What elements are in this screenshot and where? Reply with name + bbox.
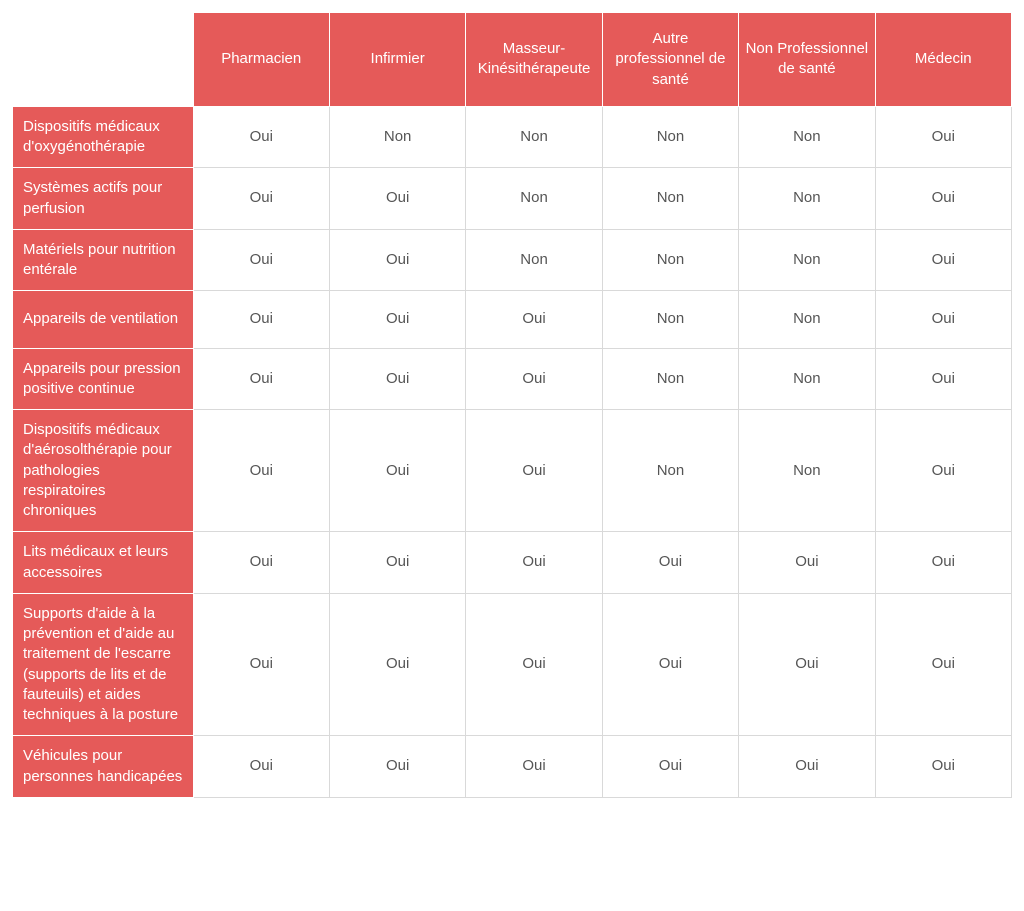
cell-3-1: Oui [329,291,465,348]
cell-2-2: Non [466,229,602,291]
row-head-4: Appareils pour pression positive continu… [13,348,194,410]
cell-1-1: Oui [329,168,465,230]
col-head-0: Pharmacien [193,13,329,107]
row-head-2: Matériels pour nutrition entérale [13,229,194,291]
cell-8-1: Oui [329,736,465,798]
row-head-0: Dispositifs médicaux d'oxygénothérapie [13,106,194,168]
cell-4-0: Oui [193,348,329,410]
cell-0-2: Non [466,106,602,168]
cell-5-5: Oui [875,410,1011,532]
cell-0-3: Non [602,106,738,168]
cell-8-5: Oui [875,736,1011,798]
cell-4-4: Non [739,348,875,410]
cell-4-2: Oui [466,348,602,410]
row-head-8: Véhicules pour personnes handicapées [13,736,194,798]
cell-7-4: Oui [739,593,875,736]
cell-2-3: Non [602,229,738,291]
cell-8-0: Oui [193,736,329,798]
row-head-3: Appareils de ventilation [13,291,194,348]
authorization-table: Pharmacien Infirmier Masseur-Kinésithéra… [12,12,1012,798]
cell-6-2: Oui [466,532,602,594]
cell-1-0: Oui [193,168,329,230]
cell-5-2: Oui [466,410,602,532]
cell-6-3: Oui [602,532,738,594]
cell-1-4: Non [739,168,875,230]
col-head-3: Autre professionnel de santé [602,13,738,107]
cell-3-4: Non [739,291,875,348]
cell-3-5: Oui [875,291,1011,348]
cell-5-4: Non [739,410,875,532]
cell-1-3: Non [602,168,738,230]
cell-5-0: Oui [193,410,329,532]
cell-6-0: Oui [193,532,329,594]
row-head-7: Supports d'aide à la prévention et d'aid… [13,593,194,736]
cell-6-5: Oui [875,532,1011,594]
table-row: Dispositifs médicaux d'oxygénothérapie O… [13,106,1012,168]
table-row: Appareils pour pression positive continu… [13,348,1012,410]
cell-3-0: Oui [193,291,329,348]
cell-1-5: Oui [875,168,1011,230]
col-head-1: Infirmier [329,13,465,107]
cell-0-1: Non [329,106,465,168]
cell-7-0: Oui [193,593,329,736]
cell-4-1: Oui [329,348,465,410]
table-row: Lits médicaux et leurs accessoires Oui O… [13,532,1012,594]
col-head-5: Médecin [875,13,1011,107]
col-head-2: Masseur-Kinésithérapeute [466,13,602,107]
cell-1-2: Non [466,168,602,230]
table-row: Dispositifs médicaux d'aérosolthérapie p… [13,410,1012,532]
table-row: Supports d'aide à la prévention et d'aid… [13,593,1012,736]
cell-8-3: Oui [602,736,738,798]
cell-5-1: Oui [329,410,465,532]
cell-4-5: Oui [875,348,1011,410]
cell-0-4: Non [739,106,875,168]
corner-cell [13,13,194,107]
cell-6-1: Oui [329,532,465,594]
cell-2-0: Oui [193,229,329,291]
cell-0-0: Oui [193,106,329,168]
table-row: Matériels pour nutrition entérale Oui Ou… [13,229,1012,291]
table-row: Systèmes actifs pour perfusion Oui Oui N… [13,168,1012,230]
cell-0-5: Oui [875,106,1011,168]
header-row: Pharmacien Infirmier Masseur-Kinésithéra… [13,13,1012,107]
cell-4-3: Non [602,348,738,410]
row-head-5: Dispositifs médicaux d'aérosolthérapie p… [13,410,194,532]
cell-7-3: Oui [602,593,738,736]
cell-8-4: Oui [739,736,875,798]
cell-5-3: Non [602,410,738,532]
cell-3-2: Oui [466,291,602,348]
cell-7-1: Oui [329,593,465,736]
cell-7-5: Oui [875,593,1011,736]
cell-2-4: Non [739,229,875,291]
row-head-1: Systèmes actifs pour perfusion [13,168,194,230]
table-row: Appareils de ventilation Oui Oui Oui Non… [13,291,1012,348]
cell-8-2: Oui [466,736,602,798]
col-head-4: Non Professionnel de santé [739,13,875,107]
table-row: Véhicules pour personnes handicapées Oui… [13,736,1012,798]
cell-2-5: Oui [875,229,1011,291]
cell-7-2: Oui [466,593,602,736]
cell-3-3: Non [602,291,738,348]
row-head-6: Lits médicaux et leurs accessoires [13,532,194,594]
cell-6-4: Oui [739,532,875,594]
cell-2-1: Oui [329,229,465,291]
